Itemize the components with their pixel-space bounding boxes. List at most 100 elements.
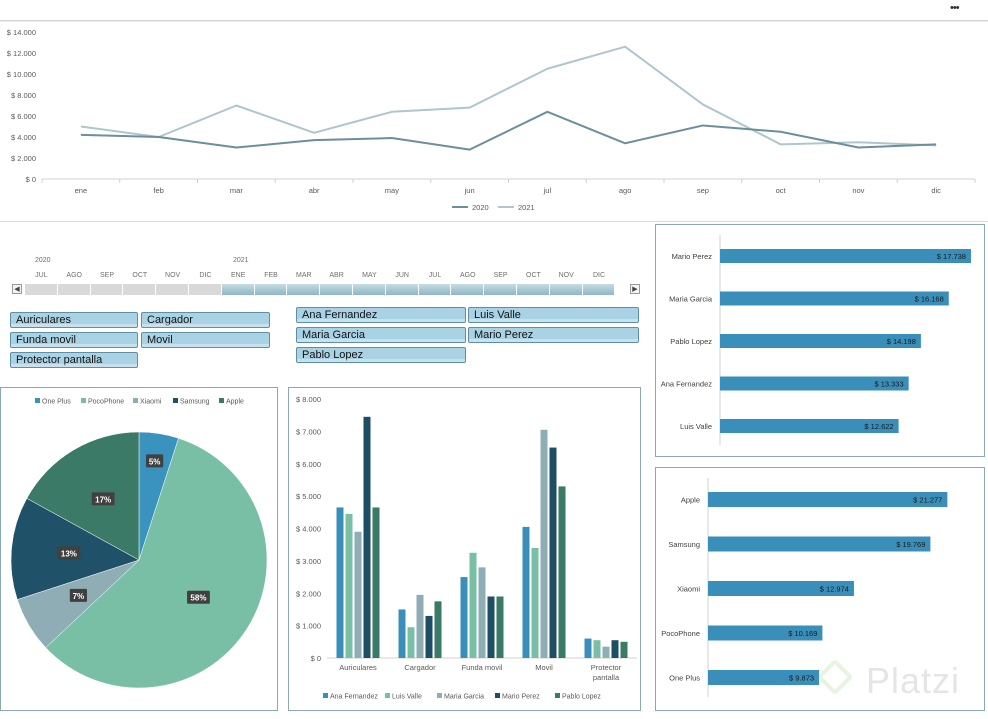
y-tick-label: $ 6.000: [11, 112, 36, 121]
category-label: PocoPhone: [661, 629, 700, 638]
seller-totals-bar-chart: Mario Perez $ 17.738 Maria Garcia $ 16.168 P…: [661, 235, 971, 445]
x-tick-label: ago: [619, 186, 632, 195]
x-tick-label: sep: [697, 186, 709, 195]
product-by-seller-column-chart: $ 0 $ 1.000 $ 2.000 $ 3.000 $ 4.000 $ 5.000 $ …: [296, 395, 637, 701]
bar-pocophone: [708, 625, 823, 641]
timeline-month-cell[interactable]: [517, 284, 549, 295]
pie-data-label-box: [57, 546, 81, 560]
category-label: Maria Garcia: [669, 295, 713, 304]
timeline-month-cell[interactable]: [123, 284, 156, 295]
timeline-month-cell[interactable]: [418, 284, 451, 295]
y-tick-label: $ 12.000: [7, 49, 36, 58]
timeline-month-label: OCT: [132, 272, 148, 279]
legend-label: One Plus: [42, 399, 71, 406]
bar-apple: [708, 492, 948, 507]
y-tick-label: $ 2.000: [11, 154, 36, 163]
legend-label-2020: 2020: [472, 203, 489, 212]
slicer-product-funda-movil[interactable]: Funda movil: [10, 332, 138, 348]
bar-ana-fernandez: [720, 376, 909, 391]
bar-mario-perez: [487, 596, 495, 658]
category-label: Xiaomi: [677, 585, 700, 594]
bar-data-label: $ 12.622: [864, 422, 893, 431]
timeline-month-cell[interactable]: [254, 284, 287, 295]
legend-label: Pablo Lopez: [562, 694, 601, 701]
legend-swatch: [35, 398, 40, 403]
timeline-month-cell[interactable]: [189, 284, 221, 295]
timeline-scroll-right-icon[interactable]: ▶: [630, 284, 640, 294]
monthly-sales-line-chart: $ 0 $ 2.000 $ 4.000 $ 6.000 $ 8.000 $ 10.000 $…: [7, 28, 976, 212]
bar-pablo-lopez: [720, 334, 921, 348]
bar-data-label: $ 14.198: [887, 337, 916, 346]
timeline-year-2021: 2021: [233, 257, 249, 264]
timeline-slicer: 2020 2021 JUL AGO SEP OCT NOV DIC ENE FEB MAR ABR…: [0, 230, 650, 300]
category-label: Luis Valle: [680, 422, 712, 431]
y-tick-label: $ 0: [26, 175, 36, 184]
bar-pablo-lopez: [434, 601, 442, 658]
timeline-month-cell[interactable]: [549, 284, 582, 295]
y-tick-label: $ 4.000: [296, 525, 321, 534]
pie-chart-panel: 5% 58% 7% 13% 17% One Plus PocoPhone Xiaomi Sams…: [0, 387, 278, 711]
timeline-month-cell[interactable]: [156, 284, 188, 295]
pie-data-label: 5%: [149, 457, 161, 466]
timeline-month-cell[interactable]: [582, 284, 615, 295]
x-tick-label: dic: [931, 186, 941, 195]
timeline-month-cell[interactable]: [353, 284, 385, 295]
x-tick-label: Auriculares: [339, 663, 377, 672]
slicer-seller-luis-valle[interactable]: Luis Valle: [468, 307, 639, 323]
timeline-month-cell[interactable]: [25, 284, 57, 295]
pie-data-label-box: [146, 454, 164, 468]
brand-totals-panel: Apple $ 21.277 Samsung $ 19.769 Xiaomi $ 12.9…: [655, 467, 985, 711]
top-bar: [0, 0, 988, 21]
x-tick-label: feb: [153, 186, 163, 195]
bar-luis-valle: [345, 513, 353, 658]
slicer-seller-maria-garcia[interactable]: Maria Garcia: [296, 327, 466, 343]
bar-one-plus: [708, 670, 820, 685]
x-tick-label: oct: [776, 186, 787, 195]
timeline-month-cell[interactable]: [385, 284, 418, 295]
timeline-month-label: SEP: [493, 272, 508, 279]
bar-pablo-lopez: [558, 486, 566, 658]
slicer-product-movil[interactable]: Movil: [141, 332, 270, 348]
brand-share-pie-chart: 5% 58% 7% 13% 17% One Plus PocoPhone Xiaomi Sams…: [10, 398, 268, 689]
bar-data-label: $ 9.873: [789, 674, 814, 683]
timeline-month-cell[interactable]: [451, 284, 484, 295]
slicer-seller-mario-perez[interactable]: Mario Perez: [468, 327, 639, 343]
bar-samsung: [708, 536, 931, 552]
pie-data-label-box: [91, 492, 115, 506]
timeline-month-label: AGO: [66, 272, 82, 279]
slicer-product-auriculares[interactable]: Auriculares: [10, 312, 138, 328]
bar-ana-fernandez: [336, 507, 344, 658]
line-chart-panel: $ 0 $ 2.000 $ 4.000 $ 6.000 $ 8.000 $ 10.000 $…: [0, 22, 988, 222]
timeline-scroll-left-icon[interactable]: ◀: [12, 284, 22, 294]
more-options-icon[interactable]: •••: [950, 2, 960, 14]
timeline-month-label: NOV: [558, 272, 574, 279]
timeline-month-label: DIC: [199, 272, 212, 279]
slicer-seller-pablo-lopez[interactable]: Pablo Lopez: [296, 347, 466, 363]
timeline-month-cell[interactable]: [57, 284, 90, 295]
legend-swatch: [385, 693, 390, 698]
timeline-month-cell[interactable]: [221, 284, 254, 295]
legend-swatch: [173, 398, 178, 403]
timeline-month-cell[interactable]: [287, 284, 320, 295]
pie-slice-apple: [26, 431, 140, 561]
bar-mario-perez: [363, 416, 371, 658]
legend-swatch: [133, 398, 138, 403]
slicer-seller-ana-fernandez[interactable]: Ana Fernandez: [296, 307, 466, 323]
legend-swatch: [495, 693, 500, 698]
slicer-product-cargador[interactable]: Cargador: [141, 312, 270, 328]
series-line-2021: [80, 45, 937, 147]
timeline-month-cell[interactable]: [90, 284, 123, 295]
bar-mario-perez: [720, 249, 971, 263]
seller-totals-panel: Mario Perez $ 17.738 Maria Garcia $ 16.168 P…: [655, 224, 985, 457]
bar-data-label: $ 10.169: [788, 629, 817, 638]
bar-luis-valle: [407, 627, 415, 658]
slicer-product-protector-pantalla[interactable]: Protector pantalla: [10, 352, 138, 368]
pie-data-label: 13%: [61, 549, 77, 558]
legend-label: Ana Fernandez: [330, 694, 378, 701]
bar-pablo-lopez: [496, 596, 504, 658]
timeline-month-cell[interactable]: [320, 284, 352, 295]
x-tick-label: may: [385, 186, 399, 195]
x-tick-label: jun: [464, 186, 475, 195]
category-label: Pablo Lopez: [670, 337, 712, 346]
timeline-month-cell[interactable]: [484, 284, 516, 295]
